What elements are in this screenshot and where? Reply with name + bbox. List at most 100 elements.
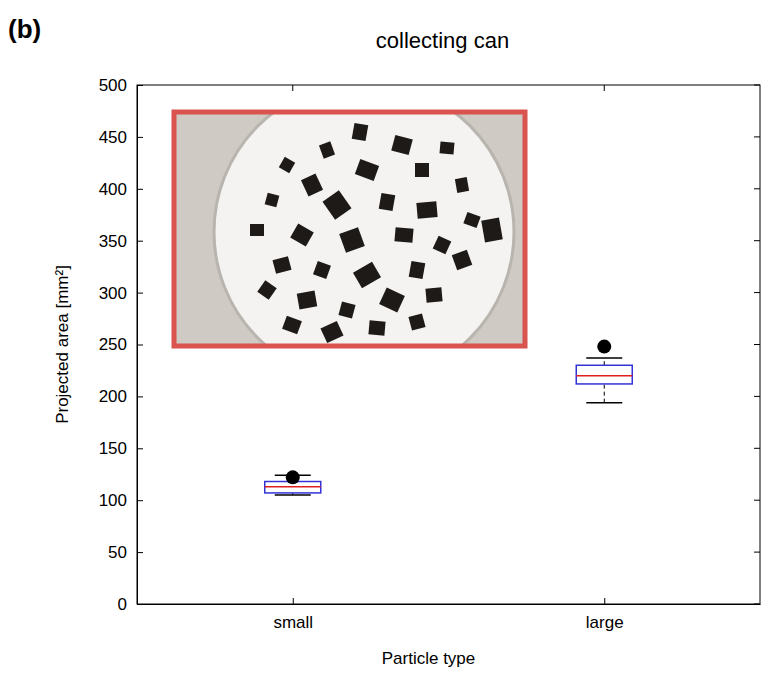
inset-particle <box>391 135 413 155</box>
inset-particle <box>279 157 295 173</box>
y-tick-mark <box>137 293 143 294</box>
x-tick-label: small <box>273 613 313 632</box>
x-tick-mark <box>604 598 605 604</box>
y-tick-mark <box>137 345 143 346</box>
inset-particle <box>353 262 381 289</box>
inset-particle <box>409 261 426 279</box>
chart-title: collecting can <box>376 28 509 53</box>
y-tick-mark-right <box>754 344 760 345</box>
y-tick-label: 150 <box>99 439 127 458</box>
y-tick-mark-right <box>754 240 760 241</box>
inset-particle <box>394 227 413 243</box>
y-tick-mark-right <box>754 552 760 553</box>
inset-particle <box>440 141 455 154</box>
y-tick-mark <box>137 241 143 242</box>
inset-particle <box>322 190 351 219</box>
x-tick-mark-top <box>292 85 293 91</box>
y-tick-label: 200 <box>99 387 127 406</box>
inset-dish <box>214 110 514 348</box>
y-tick-mark <box>137 189 143 190</box>
inset-particle <box>425 287 442 302</box>
whisker-high <box>604 358 605 365</box>
y-tick-label: 50 <box>108 543 127 562</box>
inset-particle <box>339 227 365 253</box>
inset-particle <box>319 141 335 158</box>
box-body <box>576 365 632 384</box>
inset-particle <box>415 163 429 177</box>
inset-particle <box>320 321 343 343</box>
y-tick: 50 <box>108 543 143 562</box>
y-tick-label: 450 <box>99 128 127 147</box>
y-tick-mark <box>137 396 143 397</box>
y-tick-label: 100 <box>99 491 127 510</box>
inset-particle <box>290 224 314 247</box>
x-axis-line <box>138 604 761 605</box>
outlier <box>597 340 611 354</box>
inset-particle <box>250 224 264 236</box>
y-tick: 100 <box>99 491 143 510</box>
y-tick: 200 <box>99 387 143 406</box>
inset-particle <box>257 280 276 299</box>
y-tick: 500 <box>99 76 143 95</box>
inset-particle <box>455 177 469 193</box>
y-tick-label: 500 <box>99 76 127 95</box>
y-tick-mark <box>137 448 143 449</box>
y-tick: 450 <box>99 128 143 147</box>
x-tick-mark <box>293 598 294 604</box>
plot: 0 50 100 150 200 250 300 350 400 450 500 small large <box>99 76 761 632</box>
inset-particle <box>452 250 473 271</box>
y-tick-mark <box>137 552 143 553</box>
whisker-low <box>604 384 605 403</box>
inset-particle <box>265 193 280 208</box>
y-tick-mark-right <box>754 500 760 501</box>
inset-particle <box>272 256 291 274</box>
x-tick: large <box>586 598 624 632</box>
y-tick-mark <box>137 500 143 501</box>
y-tick-label: 0 <box>118 595 127 614</box>
inset-particle <box>313 261 331 279</box>
y-tick: 150 <box>99 439 143 458</box>
inset-particle <box>463 212 480 228</box>
box <box>265 470 321 495</box>
inset-particle <box>301 173 323 196</box>
y-tick-label: 350 <box>99 232 127 251</box>
median-line <box>576 375 632 377</box>
y-tick-mark-right <box>754 292 760 293</box>
y-tick-mark-right <box>754 136 760 137</box>
inset-frame <box>174 112 525 346</box>
median-line <box>265 486 321 488</box>
y-tick-mark <box>137 85 143 86</box>
inset-photo <box>172 82 527 382</box>
panel-label: (b) <box>8 14 41 44</box>
inset-particle <box>282 316 302 335</box>
y-tick: 300 <box>99 284 143 303</box>
x-tick-mark-top <box>604 85 605 91</box>
y-tick-label: 400 <box>99 180 127 199</box>
inset-particle <box>433 236 452 255</box>
inset-particle <box>368 320 385 335</box>
y-tick-mark-right <box>754 85 760 86</box>
inset-particle <box>338 301 355 318</box>
y-axis: 0 50 100 150 200 250 300 350 400 450 500 <box>99 76 143 614</box>
inset-particle <box>355 159 379 181</box>
inset-particle <box>352 123 369 141</box>
inset-particle <box>416 201 437 219</box>
inset-particle <box>379 288 405 313</box>
y-tick: 400 <box>99 180 143 199</box>
x-tick: small <box>273 598 313 632</box>
whisker-cap-low <box>275 494 311 496</box>
x-axis: small large <box>138 598 761 632</box>
y-tick-mark-right <box>754 448 760 449</box>
inset-particle <box>297 291 318 310</box>
whisker-cap-high <box>586 357 622 359</box>
marks <box>265 340 633 495</box>
x-tick-label: large <box>586 613 624 632</box>
y-tick-mark <box>137 137 143 138</box>
inset-particle <box>379 193 396 211</box>
y-tick: 250 <box>99 335 143 354</box>
outlier <box>286 470 300 484</box>
y-tick: 350 <box>99 232 143 251</box>
y-tick-mark-right <box>754 396 760 397</box>
box <box>576 340 632 403</box>
x-axis-title: Particle type <box>382 649 476 668</box>
